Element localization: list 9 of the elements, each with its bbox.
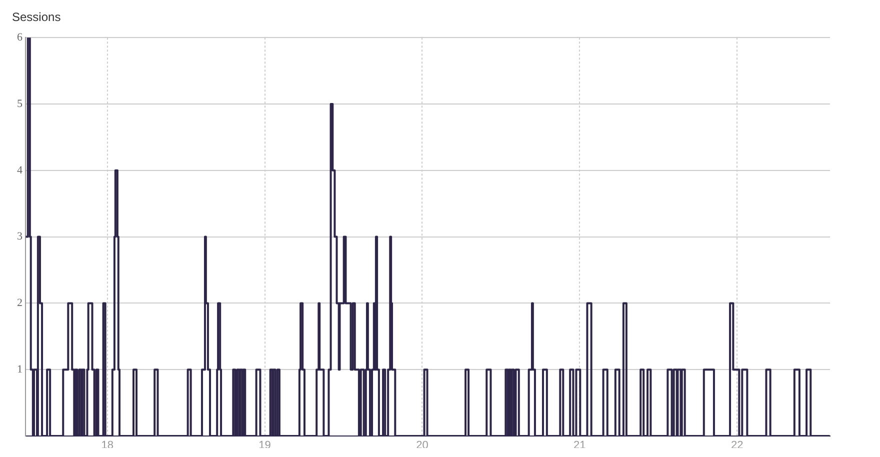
y-tick-label: 3 (17, 230, 23, 243)
chart-title: Sessions (12, 10, 61, 24)
x-tick-label: 22 (730, 439, 744, 452)
y-tick-label: 4 (17, 164, 23, 176)
y-tick-label: 2 (17, 297, 22, 310)
y-tick-label: 1 (17, 363, 22, 376)
y-tick-label: 6 (17, 31, 23, 44)
y-tick-label: 5 (17, 98, 23, 110)
x-tick-label: 21 (574, 439, 586, 452)
